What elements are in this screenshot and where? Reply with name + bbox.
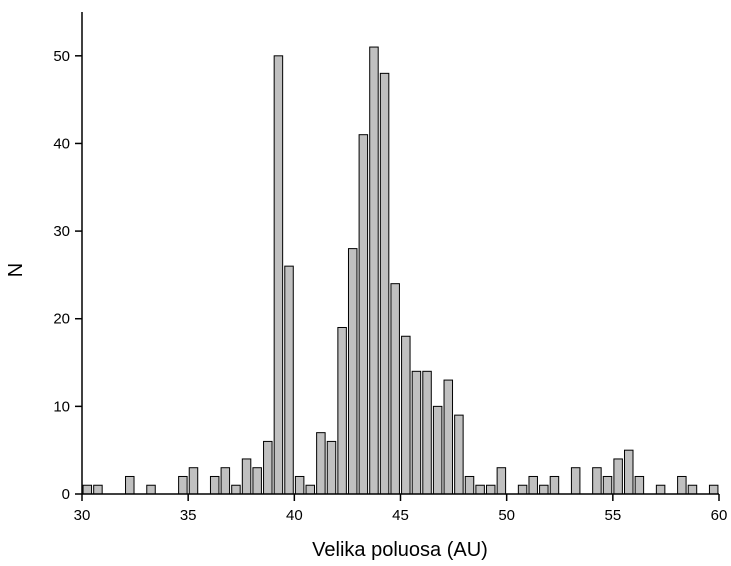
bar: [209, 475, 220, 495]
bar: [602, 475, 613, 495]
bar: [178, 475, 188, 495]
bar: [273, 55, 284, 495]
bar: [432, 405, 443, 495]
bar: [677, 475, 687, 495]
bar: [231, 484, 241, 495]
bar: [539, 484, 549, 495]
bar: [188, 467, 199, 495]
y-tick-label: 20: [53, 311, 70, 328]
bar: [475, 484, 485, 495]
bar: [401, 335, 411, 495]
bar: [655, 484, 666, 495]
bar: [634, 475, 645, 495]
bar: [347, 248, 358, 495]
bar: [241, 458, 252, 495]
x-tick-label: 60: [711, 507, 728, 524]
bar: [316, 432, 326, 495]
x-tick-label: 35: [180, 507, 197, 524]
x-tick-label: 40: [286, 507, 303, 524]
x-tick-label: 45: [392, 507, 409, 524]
bar: [337, 326, 347, 495]
bar: [326, 440, 337, 495]
y-tick-label: 30: [53, 223, 70, 240]
bar: [687, 484, 698, 495]
bar: [624, 449, 634, 495]
bar: [443, 379, 454, 495]
bar: [294, 475, 305, 495]
bar: [422, 370, 432, 495]
bar: [252, 467, 262, 495]
x-tick-label: 50: [498, 507, 515, 524]
y-tick-label: 50: [53, 48, 70, 65]
bar: [390, 283, 400, 495]
bar: [358, 134, 369, 495]
bar: [369, 46, 379, 495]
y-tick-label: 40: [53, 135, 70, 152]
bar: [379, 72, 390, 495]
bar: [82, 484, 93, 495]
bar: [411, 370, 422, 495]
bar: [592, 467, 602, 495]
bar: [263, 440, 273, 495]
bar: [517, 484, 528, 495]
bar: [125, 475, 135, 495]
y-tick-label: 0: [62, 486, 70, 503]
bar: [220, 467, 231, 495]
bar: [708, 484, 719, 495]
bar: [464, 475, 475, 495]
y-axis-title: N: [5, 263, 27, 277]
x-tick-label: 55: [604, 507, 621, 524]
bar: [146, 484, 156, 495]
bar: [549, 475, 560, 495]
bar: [305, 484, 316, 495]
bar: [93, 484, 103, 495]
x-axis-title: Velika poluosa (AU): [312, 539, 488, 561]
x-tick-label: 30: [74, 507, 91, 524]
bar: [570, 467, 581, 495]
bar: [284, 265, 294, 495]
bar: [528, 475, 538, 495]
bar: [485, 484, 496, 495]
y-tick-label: 10: [53, 398, 70, 415]
bar: [496, 467, 507, 495]
bar: [454, 414, 464, 495]
bar: [613, 458, 623, 495]
